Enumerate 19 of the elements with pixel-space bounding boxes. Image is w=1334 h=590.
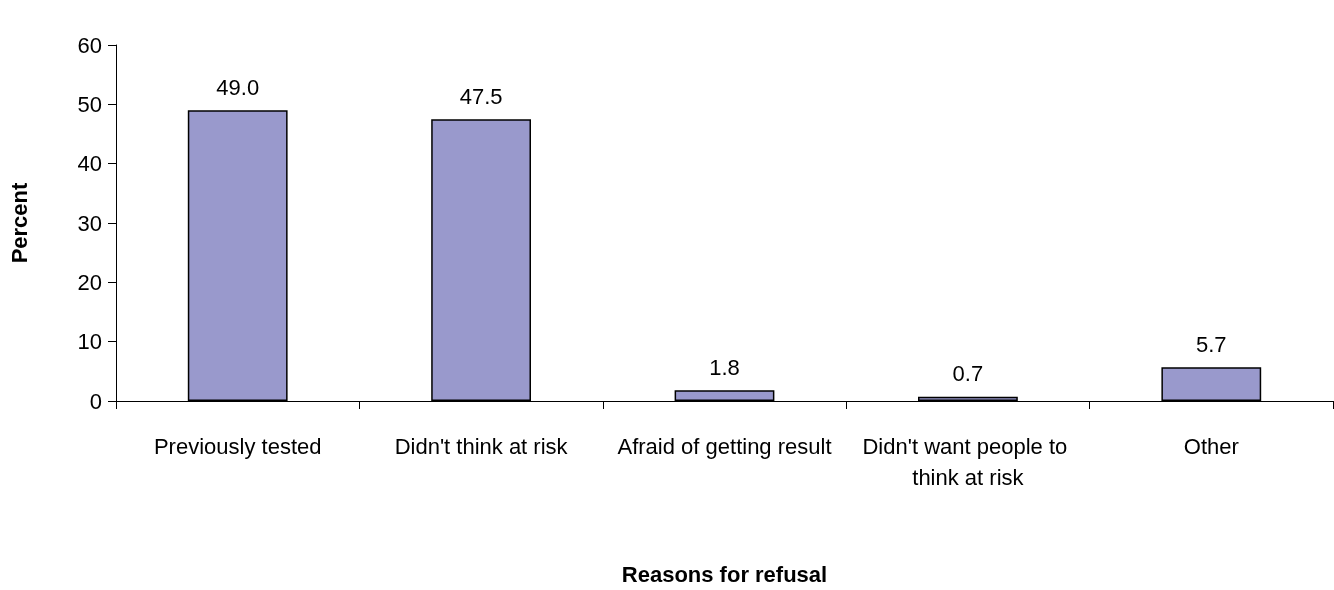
x-tick-label: Didn't want people to think at risk xyxy=(862,434,1074,490)
y-tick-label: 0 xyxy=(89,388,102,414)
y-axis-title: Percent xyxy=(6,181,32,264)
data-label: 0.7 xyxy=(952,361,984,387)
y-tick-label: 10 xyxy=(77,329,102,355)
x-tick-label: Didn't think at risk xyxy=(394,434,569,459)
x-tick-label: Other xyxy=(1183,434,1239,459)
data-label: 47.5 xyxy=(459,83,503,109)
x-tick-label: Afraid of getting result xyxy=(617,434,832,459)
y-tick-label: 50 xyxy=(77,91,102,117)
y-tick-label: 20 xyxy=(77,269,102,295)
data-label: 49.0 xyxy=(216,74,260,100)
x-tick-label: Previously tested xyxy=(153,434,322,459)
y-tick-label: 60 xyxy=(77,32,102,58)
y-tick-label: 40 xyxy=(77,151,102,177)
x-axis-title: Reasons for refusal xyxy=(621,561,828,587)
data-label: 5.7 xyxy=(1196,331,1227,357)
y-tick-label: 30 xyxy=(77,210,102,236)
data-label: 1.8 xyxy=(709,354,740,380)
